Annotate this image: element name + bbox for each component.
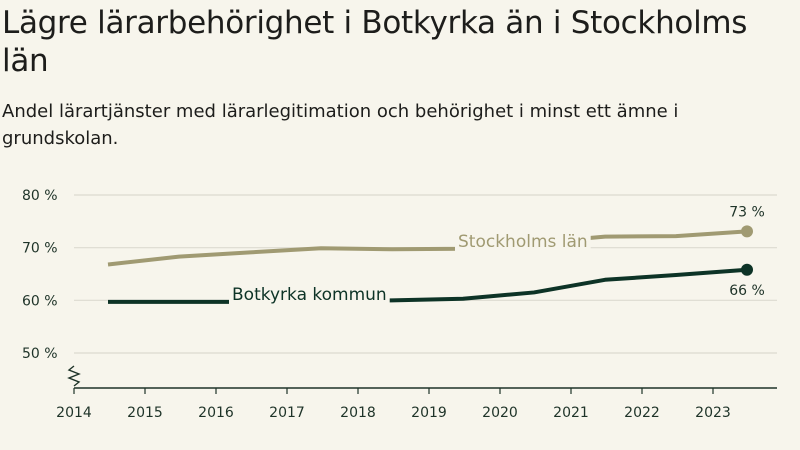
series-label-background xyxy=(229,286,390,304)
x-tick-label: 2018 xyxy=(340,405,376,421)
axis-break-icon xyxy=(67,365,81,387)
series-line xyxy=(107,229,748,267)
series-line xyxy=(108,267,748,304)
x-tick-label: 2019 xyxy=(411,405,447,421)
series-label-background xyxy=(455,233,591,251)
series-end-marker xyxy=(741,263,753,276)
x-tick-label: 2017 xyxy=(269,405,305,421)
x-tick-label: 2014 xyxy=(56,405,92,421)
end-value-label: 66 % xyxy=(729,283,765,299)
series-end-marker xyxy=(741,225,753,238)
y-tick-label: 60 % xyxy=(22,293,58,309)
series-label: Botkyrka kommun xyxy=(232,285,387,305)
x-tick-label: 2023 xyxy=(695,405,731,421)
y-tick-label: 80 % xyxy=(22,188,58,204)
series-label: Stockholms län xyxy=(458,232,588,252)
chart-title: Lägre lärarbehörighet i Botkyrka än i St… xyxy=(2,5,748,79)
y-tick-label: 70 % xyxy=(22,241,58,257)
x-tick-label: 2021 xyxy=(553,405,589,421)
y-tick-label: 50 % xyxy=(22,346,58,362)
x-tick-label: 2015 xyxy=(127,405,163,421)
x-tick-label: 2020 xyxy=(482,405,518,421)
x-tick-label: 2016 xyxy=(198,405,234,421)
end-value-label: 73 % xyxy=(729,204,765,220)
chart-subtitle: Andel lärartjänster med lärarlegitimatio… xyxy=(2,101,679,149)
x-tick-label: 2022 xyxy=(624,405,660,421)
